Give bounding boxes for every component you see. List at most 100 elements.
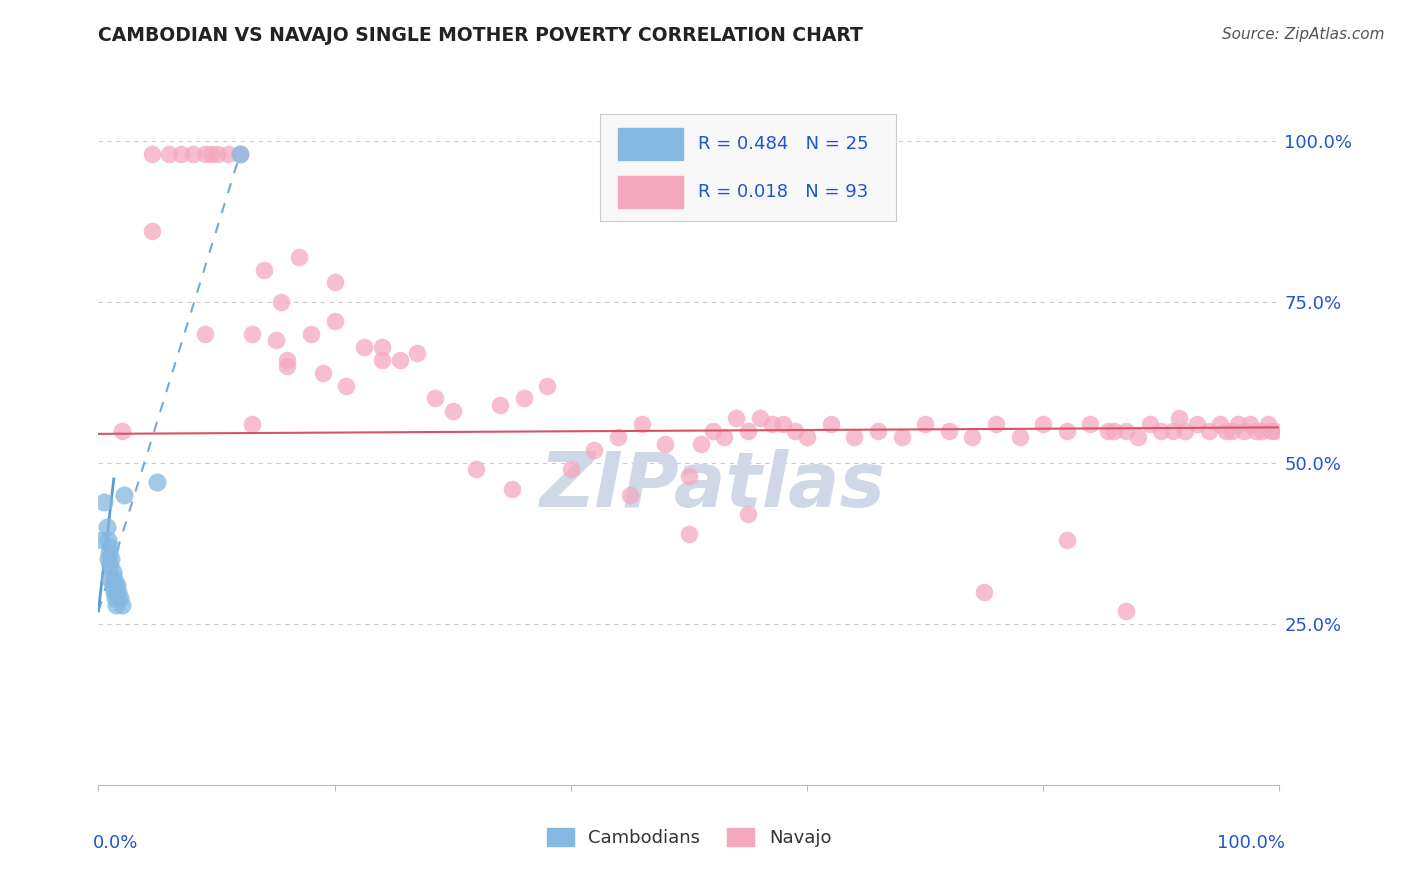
Point — [1233, 424, 1256, 438]
Point — [335, 378, 357, 392]
Point — [100, 552, 122, 566]
Point — [713, 430, 735, 444]
Point — [678, 468, 700, 483]
Point — [276, 352, 298, 367]
Point — [111, 598, 134, 612]
Point — [105, 578, 128, 592]
Point — [748, 410, 770, 425]
Point — [702, 424, 724, 438]
Point — [1260, 424, 1282, 438]
Point — [217, 146, 239, 161]
Point — [489, 398, 512, 412]
Point — [108, 591, 131, 606]
Point — [501, 482, 523, 496]
Point — [423, 392, 446, 406]
Point — [619, 488, 641, 502]
Point — [181, 146, 204, 161]
Point — [146, 475, 169, 490]
Point — [1209, 417, 1232, 432]
Point — [820, 417, 842, 432]
Point — [323, 314, 346, 328]
Point — [536, 378, 558, 392]
Point — [678, 526, 700, 541]
Point — [93, 494, 115, 508]
Point — [240, 326, 263, 341]
Point — [1264, 424, 1286, 438]
Point — [1185, 417, 1208, 432]
Point — [312, 366, 335, 380]
Point — [98, 572, 121, 586]
Point — [737, 424, 759, 438]
Point — [761, 417, 783, 432]
Point — [890, 430, 912, 444]
Point — [323, 276, 346, 290]
Point — [1056, 424, 1078, 438]
Point — [388, 352, 411, 367]
Point — [689, 436, 711, 450]
Point — [91, 533, 114, 548]
Point — [973, 584, 995, 599]
Point — [607, 430, 630, 444]
Point — [371, 340, 394, 354]
Point — [1008, 430, 1031, 444]
Point — [276, 359, 298, 374]
Point — [194, 326, 217, 341]
Point — [105, 598, 128, 612]
Text: 0.0%: 0.0% — [93, 834, 138, 852]
Point — [264, 334, 287, 348]
Point — [107, 584, 129, 599]
Point — [866, 424, 889, 438]
Point — [962, 430, 984, 444]
Point — [240, 417, 263, 432]
Point — [844, 430, 866, 444]
Point — [1161, 424, 1184, 438]
Text: ZIPatlas: ZIPatlas — [540, 449, 886, 523]
Point — [101, 566, 124, 580]
Point — [1220, 424, 1243, 438]
Point — [111, 424, 134, 438]
Point — [253, 262, 276, 277]
Point — [1250, 424, 1272, 438]
Point — [1115, 604, 1137, 618]
Point — [112, 488, 135, 502]
Point — [101, 578, 124, 592]
Point — [1168, 410, 1191, 425]
Point — [1227, 417, 1250, 432]
Point — [98, 558, 121, 573]
Point — [654, 436, 676, 450]
Point — [353, 340, 375, 354]
Point — [194, 146, 217, 161]
Point — [200, 146, 222, 161]
Point — [1215, 424, 1237, 438]
Point — [796, 430, 818, 444]
Point — [560, 462, 582, 476]
Text: 100.0%: 100.0% — [1218, 834, 1285, 852]
Point — [465, 462, 488, 476]
Point — [984, 417, 1007, 432]
Point — [512, 392, 534, 406]
Point — [170, 146, 193, 161]
Point — [103, 584, 125, 599]
Point — [1080, 417, 1102, 432]
Point — [104, 591, 127, 606]
Point — [1102, 424, 1125, 438]
Point — [914, 417, 936, 432]
Point — [98, 540, 121, 554]
Point — [141, 224, 163, 238]
Point — [1056, 533, 1078, 548]
Point — [96, 520, 118, 534]
Point — [406, 346, 429, 360]
Point — [97, 552, 120, 566]
Point — [1032, 417, 1054, 432]
Point — [1239, 417, 1261, 432]
Point — [288, 250, 311, 264]
Point — [441, 404, 464, 418]
Point — [1115, 424, 1137, 438]
Point — [1174, 424, 1197, 438]
Point — [1150, 424, 1173, 438]
Point — [229, 146, 252, 161]
Point — [157, 146, 180, 161]
Point — [141, 146, 163, 161]
Point — [371, 352, 394, 367]
Point — [1257, 417, 1279, 432]
